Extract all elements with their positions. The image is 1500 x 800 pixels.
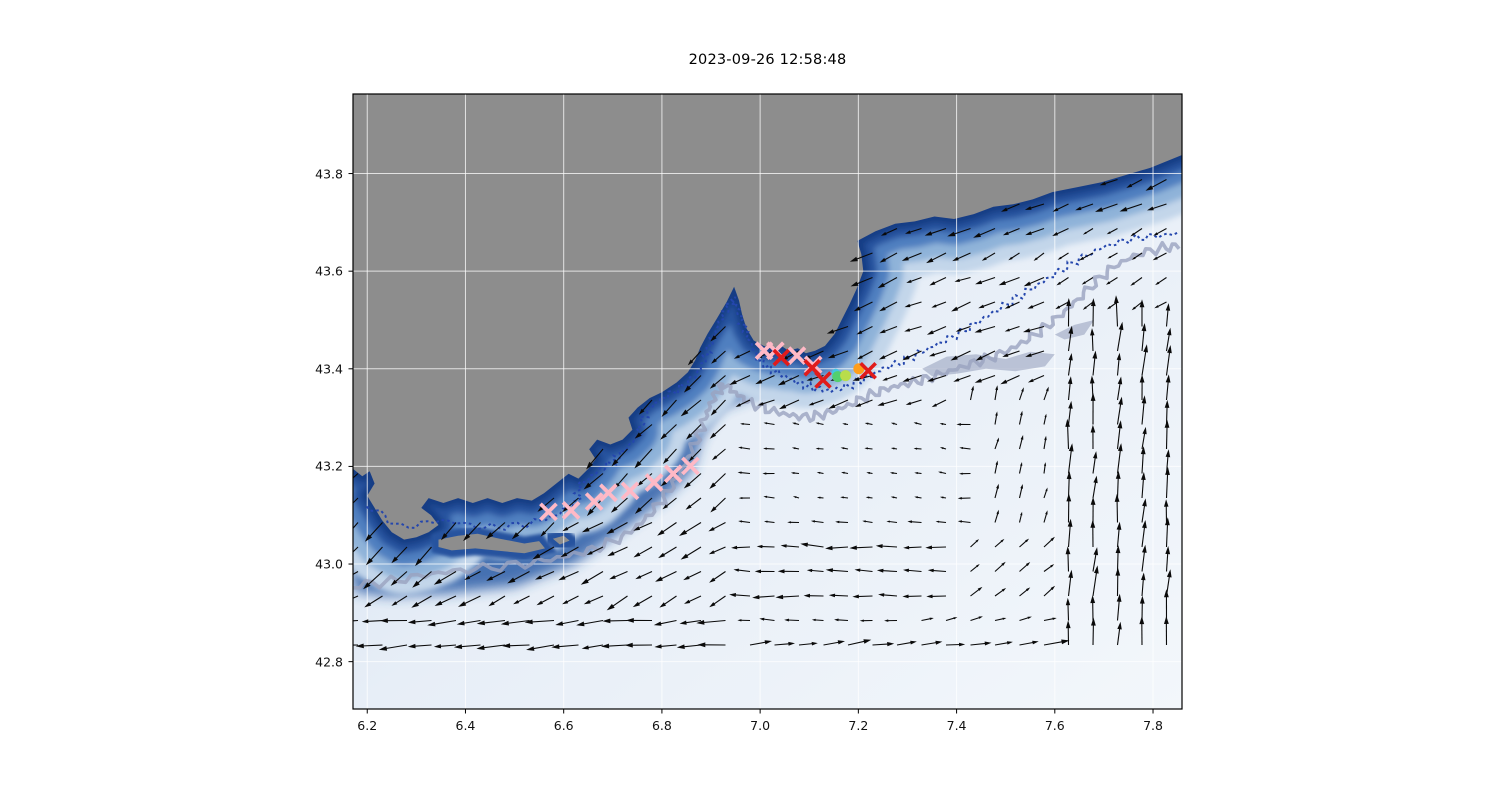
- x-tick-label: 6.4: [455, 718, 476, 733]
- isobath-slate: [353, 240, 1181, 590]
- y-tick-label: 43.2: [315, 458, 343, 474]
- tick-marks: [348, 173, 1154, 714]
- grid-layer: [353, 94, 1182, 709]
- map-layers: [353, 94, 1182, 709]
- x-tick-label: 7.8: [1143, 718, 1163, 733]
- quiver-layer: [353, 178, 1172, 651]
- x-tick-label: 7.6: [1044, 718, 1065, 733]
- y-tick-label: 43.6: [315, 263, 343, 279]
- pink-x-marker: [787, 346, 807, 365]
- track-dot: [840, 370, 852, 382]
- x-tick-label: 7.4: [946, 718, 967, 733]
- red-x-marker: [859, 361, 877, 380]
- x-tick-label: 7.2: [848, 718, 869, 733]
- x-tick-label: 6.6: [553, 718, 574, 733]
- pink-x-marker: [539, 502, 558, 522]
- marker-layer: [539, 341, 877, 522]
- y-tick-label: 43.4: [315, 361, 343, 377]
- x-tick-label: 6.2: [357, 718, 378, 733]
- pink-x-marker: [584, 492, 604, 511]
- pink-x-marker: [681, 456, 700, 476]
- pink-x-marker: [663, 464, 683, 484]
- red-x-marker: [814, 371, 832, 389]
- pink-x-marker: [644, 473, 664, 492]
- island: [552, 535, 570, 545]
- pink-x-marker: [599, 483, 618, 503]
- y-tick-label: 42.8: [315, 654, 343, 670]
- isobath-dashed: [365, 231, 1178, 531]
- x-tick-label: 7.0: [750, 718, 771, 733]
- pink-x-marker: [620, 481, 640, 501]
- slate-patch: [1054, 320, 1095, 340]
- y-tick-label: 43.8: [315, 166, 343, 182]
- x-tick-label: 6.8: [651, 718, 672, 733]
- plot-frame: [352, 93, 1183, 710]
- land-mass: [353, 94, 1182, 540]
- plot-title: 2023-09-26 12:58:48: [688, 52, 847, 68]
- y-tick-label: 43.0: [315, 556, 343, 572]
- red-x-marker: [772, 348, 791, 367]
- pink-x-marker: [561, 501, 581, 520]
